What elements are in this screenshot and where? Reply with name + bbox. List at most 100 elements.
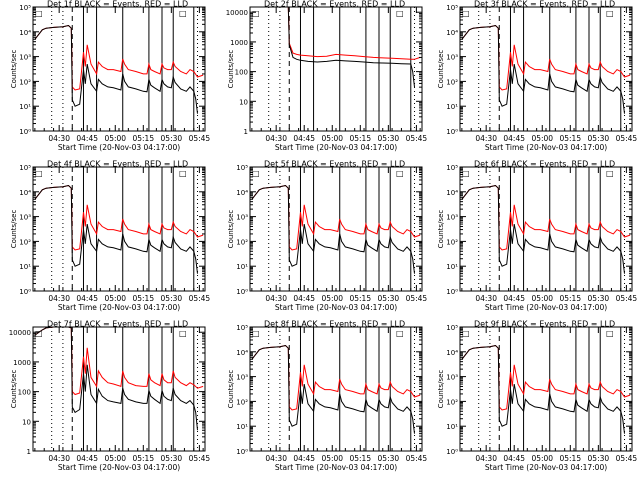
panel-title: Det 9f BLACK = Events, RED = LLD: [474, 320, 615, 329]
x-tick-label: 04:45: [76, 134, 98, 143]
y-tick-label: 10²: [236, 238, 248, 246]
y-axis-label: Counts/sec: [10, 50, 18, 89]
x-tick-label: 05:45: [406, 454, 428, 463]
x-tick-label: 04:30: [48, 134, 70, 143]
x-tick-label: 04:30: [265, 454, 287, 463]
y-tick-label: 10¹: [19, 103, 31, 111]
x-tick-label: 05:45: [189, 134, 211, 143]
y-tick-label: 10: [239, 98, 248, 106]
y-tick-label: 10³: [446, 214, 458, 222]
y-tick-label: 10³: [446, 54, 458, 62]
x-tick-label: 05:45: [189, 454, 211, 463]
y-axis-label: Counts/sec: [437, 210, 445, 249]
x-axis-label: Start Time (20-Nov-03 04:17:00): [58, 463, 180, 472]
panel-title: Det 2f BLACK = Events, RED = LLD: [264, 0, 405, 9]
y-tick-label: 10¹: [446, 423, 458, 431]
y-tick-label: 10000: [226, 9, 248, 17]
lld-rate-line: [461, 184, 631, 251]
x-axis-label: Start Time (20-Nov-03 04:17:00): [485, 463, 607, 472]
x-tick-label: 04:30: [48, 454, 70, 463]
plot-frame: [32, 6, 206, 132]
events-rate-line: [34, 184, 198, 274]
y-tick-label: 1000: [13, 359, 31, 367]
x-tick-label: 05:15: [349, 294, 371, 303]
y-tick-label: 10¹: [446, 103, 458, 111]
x-tick-label: 05:30: [588, 454, 610, 463]
legend-marker-square: □: [252, 329, 260, 338]
x-tick-label: 04:30: [475, 454, 497, 463]
y-tick-label: 10⁰: [446, 128, 458, 136]
y-tick-label: 10⁵: [19, 4, 31, 12]
y-tick-label: 10³: [446, 374, 458, 382]
panel-title: Det 7f BLACK = Events, RED = LLD: [47, 320, 188, 329]
y-tick-label: 10⁰: [236, 448, 248, 456]
x-tick-label: 05:00: [104, 134, 126, 143]
plot-frame: [459, 326, 633, 452]
plot-frame: [459, 6, 633, 132]
x-axis-label: Start Time (20-Nov-03 04:17:00): [58, 143, 180, 152]
panel-title: Det 4f BLACK = Events, RED = LLD: [47, 160, 188, 169]
legend-marker-square: □: [35, 9, 43, 18]
legend-marker-square: □: [462, 169, 470, 178]
y-tick-label: 10³: [19, 54, 31, 62]
events-rate-line: [34, 326, 198, 431]
x-tick-label: 04:45: [503, 454, 525, 463]
y-tick-label: 1: [27, 448, 31, 456]
x-tick-label: 04:30: [48, 294, 70, 303]
x-axis-label: Start Time (20-Nov-03 04:17:00): [485, 303, 607, 312]
x-tick-label: 05:00: [104, 294, 126, 303]
y-tick-label: 10⁴: [19, 29, 31, 37]
legend-marker-square: □: [606, 169, 614, 178]
plot-frame: [32, 326, 206, 452]
legend-marker-square: □: [35, 329, 43, 338]
x-tick-label: 05:00: [321, 134, 343, 143]
legend-marker-square: □: [179, 169, 187, 178]
x-tick-label: 05:15: [559, 294, 581, 303]
x-tick-label: 05:00: [321, 454, 343, 463]
x-axis-label: Start Time (20-Nov-03 04:17:00): [58, 303, 180, 312]
detector-panel: Det 7f BLACK = Events, RED = LLD 1 10 100 10…: [9, 320, 211, 473]
y-tick-label: 10⁰: [446, 288, 458, 296]
events-rate-line: [34, 24, 198, 114]
y-tick-label: 10¹: [236, 423, 248, 431]
x-tick-label: 05:30: [161, 134, 183, 143]
panel-title: Det 5f BLACK = Events, RED = LLD: [264, 160, 405, 169]
x-axis-label: Start Time (20-Nov-03 04:17:00): [275, 463, 397, 472]
events-rate-line: [251, 184, 415, 274]
x-tick-label: 04:45: [76, 294, 98, 303]
x-tick-label: 05:30: [378, 294, 400, 303]
y-tick-label: 10⁰: [236, 288, 248, 296]
plot-frame: [249, 326, 423, 452]
x-tick-label: 05:30: [161, 294, 183, 303]
x-tick-label: 04:30: [475, 294, 497, 303]
x-tick-label: 05:30: [588, 294, 610, 303]
detector-panel: Det 9f BLACK = Events, RED = LLD 10⁰ 10¹ 10…: [437, 320, 637, 473]
x-tick-label: 04:30: [265, 134, 287, 143]
x-tick-label: 04:45: [76, 454, 98, 463]
legend-marker-square: □: [462, 9, 470, 18]
y-tick-label: 10²: [236, 398, 248, 406]
y-tick-label: 10⁰: [446, 448, 458, 456]
y-tick-label: 10⁰: [19, 288, 31, 296]
legend-marker-square: □: [606, 9, 614, 18]
y-axis-label: Counts/sec: [227, 210, 235, 249]
events-rate-line: [461, 184, 625, 274]
legend-marker-square: □: [462, 329, 470, 338]
x-tick-label: 05:45: [406, 134, 428, 143]
detector-panel: Det 2f BLACK = Events, RED = LLD 1 10 100 10…: [226, 0, 428, 152]
x-tick-label: 05:45: [616, 454, 638, 463]
y-tick-label: 10: [22, 418, 31, 426]
lld-rate-line: [461, 24, 631, 91]
lld-rate-line: [34, 326, 204, 396]
x-tick-label: 05:15: [349, 454, 371, 463]
legend-marker-square: □: [252, 169, 260, 178]
y-axis-label: Counts/sec: [227, 370, 235, 409]
x-tick-label: 05:45: [406, 294, 428, 303]
y-axis-label: Counts/sec: [437, 370, 445, 409]
x-tick-label: 05:15: [559, 454, 581, 463]
x-tick-label: 05:00: [531, 134, 553, 143]
y-tick-label: 10⁵: [236, 164, 248, 172]
lld-rate-line: [461, 344, 631, 411]
